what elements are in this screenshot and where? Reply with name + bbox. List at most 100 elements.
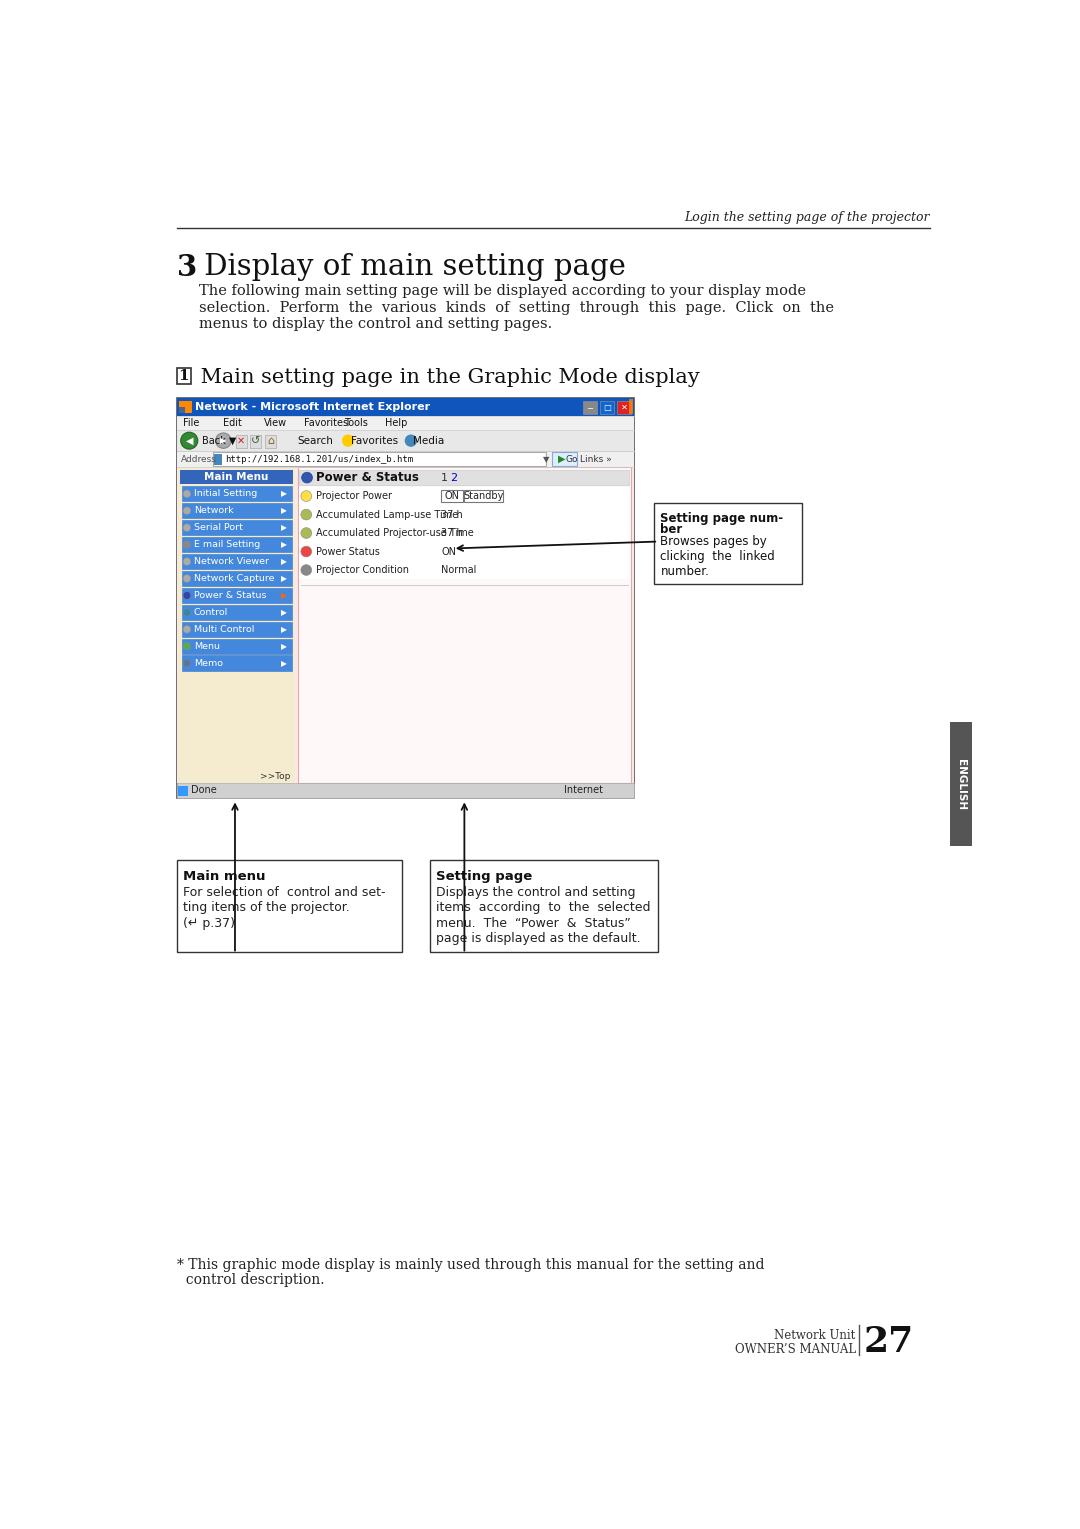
- Bar: [181, 570, 292, 586]
- Text: ▶: ▶: [281, 573, 287, 583]
- Text: ▶: ▶: [281, 642, 287, 651]
- Text: 1: 1: [178, 368, 189, 382]
- Text: ting items of the projector.: ting items of the projector.: [183, 901, 350, 914]
- Text: control description.: control description.: [177, 1274, 324, 1287]
- Bar: [630, 399, 633, 414]
- Text: Projector Condition: Projector Condition: [315, 566, 408, 575]
- Text: * This graphic mode display is mainly used through this manual for the setting a: * This graphic mode display is mainly us…: [177, 1258, 765, 1272]
- Text: ▼: ▼: [542, 454, 549, 463]
- Text: Multi Control: Multi Control: [194, 625, 254, 635]
- Bar: [178, 466, 295, 783]
- Text: http://192.168.1.201/us/index_b.htm: http://192.168.1.201/us/index_b.htm: [225, 454, 413, 463]
- Bar: [298, 466, 631, 783]
- Text: >>Top: >>Top: [259, 772, 291, 781]
- Circle shape: [183, 625, 191, 633]
- Text: File: File: [183, 417, 200, 428]
- Bar: [600, 402, 613, 414]
- Bar: [181, 537, 292, 552]
- Text: Accumulated Projector-use Time: Accumulated Projector-use Time: [315, 528, 473, 538]
- Circle shape: [183, 558, 191, 566]
- Bar: [179, 407, 186, 413]
- Text: ▶: ▶: [558, 454, 566, 465]
- Circle shape: [405, 434, 417, 446]
- Text: ber: ber: [661, 523, 683, 537]
- Text: ▶: ▶: [281, 489, 287, 498]
- Bar: [181, 656, 292, 671]
- Text: Done: Done: [191, 786, 217, 795]
- Text: ◀: ◀: [186, 436, 193, 445]
- Text: Setting page num-: Setting page num-: [661, 512, 784, 526]
- Bar: [617, 402, 631, 414]
- Bar: [299, 561, 630, 579]
- Bar: [251, 436, 261, 448]
- Text: ▶: ▶: [281, 540, 287, 549]
- Bar: [299, 543, 630, 561]
- Text: ▶: ▶: [281, 659, 287, 668]
- Text: page is displayed as the default.: page is displayed as the default.: [435, 931, 640, 945]
- Bar: [552, 453, 577, 466]
- Text: 37 h: 37 h: [441, 509, 463, 520]
- Text: Network: Network: [194, 506, 233, 515]
- Circle shape: [301, 528, 312, 538]
- Text: Favorites: Favorites: [303, 417, 348, 428]
- Text: 27: 27: [864, 1324, 914, 1359]
- Text: Display of main setting page: Display of main setting page: [195, 252, 626, 281]
- Text: Main menu: Main menu: [183, 870, 266, 884]
- Bar: [299, 524, 630, 543]
- Text: Links »: Links »: [580, 454, 611, 463]
- Bar: [181, 553, 292, 569]
- Bar: [177, 368, 191, 384]
- Bar: [181, 604, 292, 621]
- Text: Menu: Menu: [194, 642, 220, 651]
- Circle shape: [342, 434, 354, 446]
- Bar: [950, 723, 972, 846]
- Circle shape: [183, 508, 191, 515]
- Bar: [180, 469, 293, 483]
- Text: E mail Setting: E mail Setting: [194, 540, 260, 549]
- Text: □: □: [603, 404, 611, 411]
- Text: 3: 3: [177, 252, 197, 281]
- Text: OWNER’S MANUAL: OWNER’S MANUAL: [734, 1342, 855, 1356]
- Text: ON: ON: [445, 491, 459, 502]
- Text: items  according  to  the  selected: items according to the selected: [435, 901, 650, 914]
- Text: (↵ p.37): (↵ p.37): [183, 916, 235, 930]
- Text: Back ▼: Back ▼: [202, 436, 237, 445]
- Circle shape: [301, 472, 312, 483]
- Text: Normal: Normal: [441, 566, 476, 575]
- Circle shape: [301, 491, 312, 502]
- Text: Address: Address: [180, 454, 217, 463]
- Text: Network Unit: Network Unit: [774, 1329, 855, 1342]
- Text: The following main setting page will be displayed according to your display mode: The following main setting page will be …: [199, 283, 806, 298]
- Text: View: View: [264, 417, 287, 428]
- Text: Network Viewer: Network Viewer: [194, 557, 269, 566]
- Text: 37 h: 37 h: [441, 528, 463, 538]
- Bar: [181, 587, 292, 602]
- Text: selection.  Perform  the  various  kinds  of  setting  through  this  page.  Cli: selection. Perform the various kinds of …: [199, 301, 834, 315]
- Bar: [177, 859, 402, 953]
- Text: ▶: ▶: [281, 506, 287, 515]
- Text: ▶: ▶: [281, 590, 287, 599]
- Circle shape: [183, 609, 191, 616]
- Text: ⌂: ⌂: [267, 436, 274, 445]
- Bar: [654, 503, 801, 584]
- Text: For selection of  control and set-: For selection of control and set-: [183, 885, 386, 899]
- Text: menu.  The  “Power  &  Status”: menu. The “Power & Status”: [435, 916, 631, 930]
- Bar: [177, 783, 634, 798]
- Circle shape: [183, 575, 191, 583]
- Text: Main Menu: Main Menu: [204, 472, 269, 482]
- Text: menus to display the control and setting pages.: menus to display the control and setting…: [199, 318, 552, 332]
- Text: Internet: Internet: [565, 786, 604, 795]
- Bar: [299, 506, 630, 524]
- Text: Projector Power: Projector Power: [315, 491, 392, 502]
- Text: Help: Help: [384, 417, 407, 428]
- Text: ▶: ▶: [281, 609, 287, 616]
- Text: ↺: ↺: [252, 436, 260, 445]
- Text: Favorites: Favorites: [351, 436, 399, 445]
- Bar: [181, 520, 292, 535]
- Circle shape: [301, 509, 312, 520]
- Text: Edit: Edit: [224, 417, 242, 428]
- Text: Power & Status: Power & Status: [316, 471, 419, 485]
- Text: 1: 1: [441, 472, 448, 483]
- Circle shape: [183, 541, 191, 549]
- Bar: [266, 436, 276, 448]
